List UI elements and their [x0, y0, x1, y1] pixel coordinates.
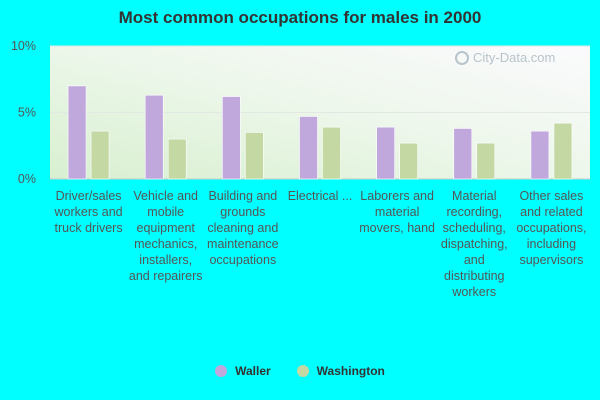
bar-waller-0[interactable] [67, 85, 87, 180]
x-tick-label: Laborers and material movers, hand [359, 189, 435, 235]
watermark-text: City-Data.com [473, 50, 556, 65]
bar-washington-5[interactable] [476, 142, 496, 180]
watermark: City-Data.com [455, 50, 555, 65]
bar-washington-0[interactable] [90, 130, 110, 180]
bar-washington-2[interactable] [245, 132, 264, 180]
legend-swatch [215, 365, 228, 377]
x-tick-label: Material recording, scheduling, dispatch… [440, 189, 508, 299]
x-tick-label: Vehicle and mobile equipment mechanics, … [128, 189, 203, 283]
legend: Waller Washington [0, 364, 600, 378]
bar-washington-3[interactable] [322, 126, 341, 180]
bar-washington-1[interactable] [167, 138, 187, 180]
bar-waller-1[interactable] [144, 94, 164, 180]
x-tick-label: Other sales and related occupations, inc… [516, 189, 587, 267]
bar-washington-4[interactable] [399, 142, 418, 180]
bar-waller-3[interactable] [299, 116, 318, 180]
magnifier-icon [455, 50, 469, 65]
bar-waller-5[interactable] [453, 128, 473, 180]
y-tick-label: 0% [18, 172, 36, 186]
legend-label: Washington [316, 364, 385, 378]
x-tick-label: Driver/sales workers and truck drivers [54, 189, 123, 235]
legend-label: Waller [235, 364, 271, 378]
legend-item-washington[interactable]: Washington [296, 364, 385, 378]
bar-waller-2[interactable] [222, 96, 241, 180]
x-tick-label: Building and grounds cleaning and mainte… [207, 189, 279, 267]
x-tick-label: Electrical ... [287, 189, 353, 203]
legend-swatch [296, 365, 309, 377]
y-tick-label: 10% [11, 39, 36, 53]
chart-title: Most common occupations for males in 200… [118, 8, 482, 27]
y-tick-label: 5% [18, 106, 36, 120]
bar-waller-6[interactable] [530, 130, 550, 180]
bar-washington-6[interactable] [553, 122, 573, 180]
bar-waller-4[interactable] [376, 126, 395, 180]
legend-item-waller[interactable]: Waller [215, 364, 271, 378]
